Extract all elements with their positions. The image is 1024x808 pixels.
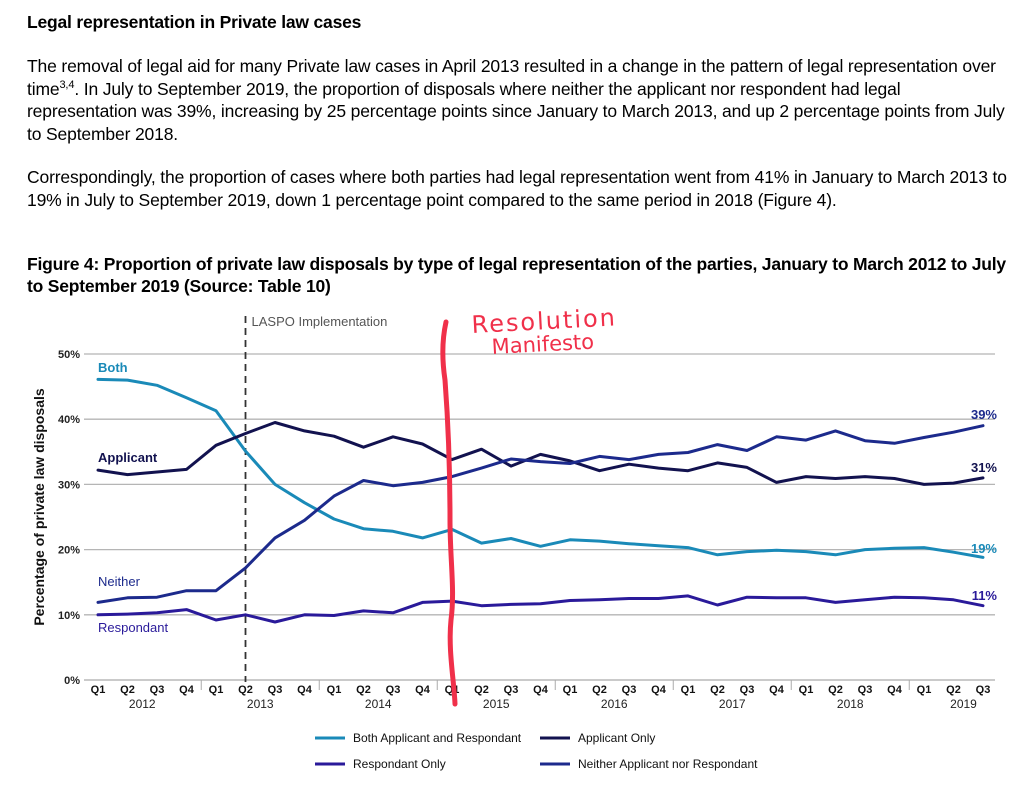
x-tick-label: Q3 xyxy=(622,684,637,696)
x-tick-label: Q3 xyxy=(740,684,755,696)
x-year-label: 2016 xyxy=(601,697,628,711)
legend-label: Respondant Only xyxy=(353,757,446,771)
section-heading: Legal representation in Private law case… xyxy=(27,12,362,32)
end-value-label-respondant: 11% xyxy=(972,588,998,603)
x-tick-label: Q3 xyxy=(150,684,165,696)
end-value-label-neither: 39% xyxy=(971,407,997,422)
x-tick-label: Q3 xyxy=(268,684,283,696)
x-year-label: 2013 xyxy=(247,697,274,711)
y-tick-label: 40% xyxy=(58,414,80,426)
resolution-red-line xyxy=(440,319,458,707)
legend-item: Respondant Only xyxy=(315,757,446,771)
paragraph-1: The removal of legal aid for many Privat… xyxy=(27,55,1012,145)
series-labels: Both 19% Applicant 31% Respondant 11% Neither 3… xyxy=(98,360,997,635)
end-value-label-applicant: 31% xyxy=(971,460,997,475)
x-tick-label: Q1 xyxy=(917,684,932,696)
y-tick-label: 0% xyxy=(64,675,80,687)
x-tick-label: Q4 xyxy=(297,684,313,696)
laspo-annotation: LASPO Implementation xyxy=(244,314,388,682)
x-tick-label: Q3 xyxy=(976,684,991,696)
y-tick-label: 30% xyxy=(58,479,80,491)
x-tick-label: Q4 xyxy=(769,684,785,696)
x-axis-ticks: Q1 Q2 Q3 Q4 Q1 Q2 Q3 Q4 Q1 Q2 Q3 Q4 Q1 Q2 Q3 Q4 Q1 Q2 Q3 Q4… xyxy=(91,680,991,711)
x-tick-label: Q4 xyxy=(887,684,903,696)
series-line-respondant xyxy=(96,594,985,624)
y-axis-label: Percentage of private law disposals xyxy=(31,388,47,626)
series-line-neither xyxy=(96,424,985,604)
x-tick-label: Q1 xyxy=(327,684,342,696)
x-tick-label: Q2 xyxy=(828,684,843,696)
x-tick-label: Q3 xyxy=(858,684,873,696)
x-year-label: 2012 xyxy=(129,697,156,711)
legend-item: Applicant Only xyxy=(540,731,655,745)
x-tick-label: Q3 xyxy=(504,684,519,696)
x-tick-label: Q1 xyxy=(91,684,106,696)
series-label-both: Both xyxy=(98,360,128,375)
legend-item: Both Applicant and Respondant xyxy=(315,731,522,745)
series-label-applicant: Applicant xyxy=(98,450,158,465)
y-tick-label: 20% xyxy=(58,545,80,557)
series-label-neither: Neither xyxy=(98,574,141,589)
x-year-label: 2018 xyxy=(837,697,864,711)
x-tick-label: Q4 xyxy=(533,684,549,696)
series-label-respondant: Respondant xyxy=(98,620,168,635)
x-tick-label: Q2 xyxy=(946,684,961,696)
series-lines xyxy=(96,377,985,624)
x-tick-label: Q2 xyxy=(356,684,371,696)
figure-title: Figure 4: Proportion of private law disp… xyxy=(27,254,1006,296)
x-tick-label: Q2 xyxy=(238,684,253,696)
resolution-label-line2: Manifesto xyxy=(491,330,595,359)
x-tick-label: Q4 xyxy=(179,684,195,696)
x-tick-label: Q2 xyxy=(120,684,135,696)
y-tick-label: 50% xyxy=(58,349,80,361)
footnote-ref: 3,4 xyxy=(59,78,75,91)
legend-item: Neither Applicant nor Respondant xyxy=(540,757,758,771)
x-tick-label: Q2 xyxy=(710,684,725,696)
x-tick-label: Q2 xyxy=(592,684,607,696)
legend: Both Applicant and Respondant Applicant O… xyxy=(315,731,758,771)
x-year-label: 2019 xyxy=(950,697,977,711)
y-axis-ticks: 0% 10% 20% 30% 40% 50% xyxy=(58,349,80,687)
legend-label: Applicant Only xyxy=(578,731,655,745)
laspo-label: LASPO Implementation xyxy=(252,314,388,329)
x-tick-label: Q1 xyxy=(681,684,696,696)
paragraph-2: Correspondingly, the proportion of cases… xyxy=(27,167,1007,210)
y-tick-label: 10% xyxy=(58,610,80,622)
x-year-label: 2014 xyxy=(365,697,392,711)
x-tick-label: Q2 xyxy=(474,684,489,696)
x-tick-label: Q1 xyxy=(209,684,224,696)
x-tick-label: Q3 xyxy=(386,684,401,696)
x-tick-label: Q1 xyxy=(799,684,814,696)
x-tick-label: Q4 xyxy=(651,684,667,696)
x-tick-label: Q1 xyxy=(563,684,578,696)
paragraph-1-text-a: The removal of legal aid for many Privat… xyxy=(27,56,996,99)
paragraph-1-text-b: . In July to September 2019, the proport… xyxy=(27,78,1005,144)
legend-label: Neither Applicant nor Respondant xyxy=(578,757,758,771)
legend-label: Both Applicant and Respondant xyxy=(353,731,522,745)
x-tick-label: Q4 xyxy=(415,684,431,696)
x-year-label: 2015 xyxy=(483,697,510,711)
gridlines xyxy=(84,353,995,681)
end-value-label-both: 19% xyxy=(971,541,997,556)
x-year-label: 2017 xyxy=(719,697,746,711)
series-line-both xyxy=(96,377,985,559)
